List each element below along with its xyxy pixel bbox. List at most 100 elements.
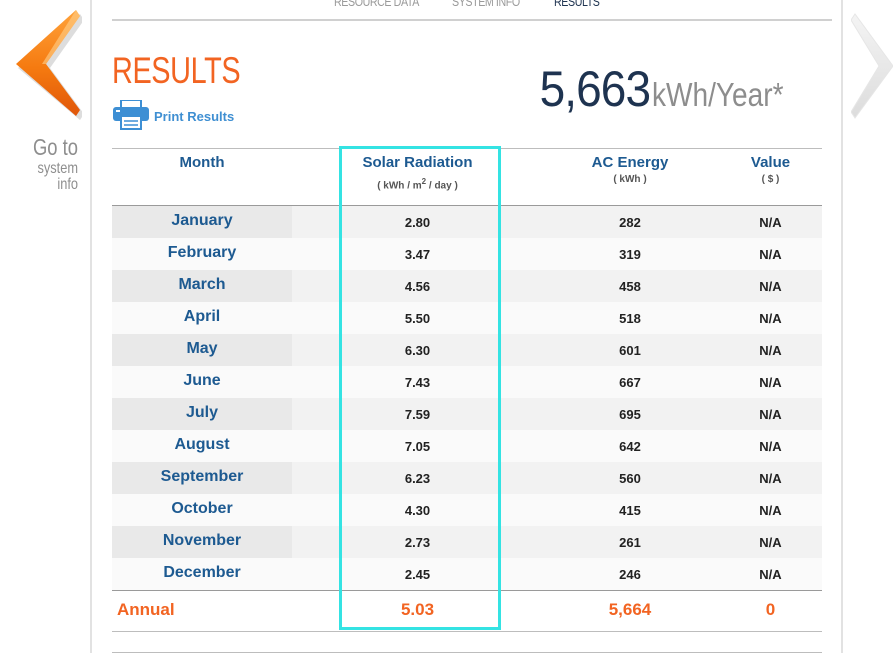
value-unit: ( $ ) bbox=[761, 174, 780, 185]
month-cell: January bbox=[171, 212, 233, 229]
month-cell: October bbox=[171, 500, 233, 517]
ac-energy-cell: 601 bbox=[619, 343, 641, 358]
month-cell: September bbox=[160, 468, 244, 485]
table-row: December 2.45 246 N/A bbox=[112, 558, 822, 590]
go-to-label: Go to bbox=[32, 134, 78, 160]
annual-row: Annual 5.03 5,664 0 bbox=[112, 591, 822, 631]
annual-divider bbox=[112, 590, 822, 591]
top-nav: RESOURCE DATA SYSTEM INFO RESULTS bbox=[112, 0, 832, 14]
value-cell: N/A bbox=[759, 375, 782, 390]
table-row: September 6.23 560 N/A bbox=[112, 462, 822, 494]
top-nav-divider bbox=[112, 19, 832, 21]
month-cell: July bbox=[185, 404, 218, 421]
month-cell: November bbox=[162, 532, 242, 549]
value-cell: N/A bbox=[759, 215, 782, 230]
radiation-cell: 2.45 bbox=[404, 567, 431, 582]
value-cell: N/A bbox=[759, 471, 782, 486]
panel-left-border bbox=[90, 0, 92, 653]
radiation-cell: 4.30 bbox=[404, 503, 431, 518]
month-cell: August bbox=[174, 436, 230, 453]
table-row: March 4.56 458 N/A bbox=[112, 270, 822, 302]
table-row: November 2.73 261 N/A bbox=[112, 526, 822, 558]
table-header-rule bbox=[112, 205, 822, 206]
page-title: RESULTS bbox=[112, 50, 241, 91]
value-cell: N/A bbox=[759, 311, 782, 326]
ac-energy-cell: 415 bbox=[619, 503, 641, 518]
chevron-right-icon bbox=[850, 13, 893, 119]
radiation-cell: 2.73 bbox=[404, 535, 431, 550]
value-header-label: Value bbox=[750, 154, 791, 171]
annual-total: 5,663 kWh/Year* bbox=[530, 60, 807, 118]
tab-system-info[interactable]: SYSTEM INFO bbox=[452, 0, 520, 9]
value-cell: N/A bbox=[759, 407, 782, 422]
ac-energy-cell: 642 bbox=[619, 439, 641, 454]
radiation-cell: 7.05 bbox=[404, 439, 431, 454]
panel-right-border bbox=[841, 0, 843, 653]
next-arrow-button[interactable] bbox=[850, 10, 893, 122]
ac-energy-cell: 246 bbox=[619, 567, 641, 582]
month-cell: June bbox=[183, 372, 221, 389]
ac-energy-unit: ( kWh ) bbox=[613, 174, 647, 185]
ac-energy-cell: 261 bbox=[619, 535, 641, 550]
tab-resource-data[interactable]: RESOURCE DATA bbox=[334, 0, 419, 9]
radiation-cell: 7.59 bbox=[404, 407, 431, 422]
month-cell: March bbox=[178, 276, 226, 293]
system-info-label: system info bbox=[37, 160, 78, 193]
ac-energy-cell: 282 bbox=[619, 215, 641, 230]
ac-energy-cell: 667 bbox=[619, 375, 641, 390]
ac-energy-column-header: AC Energy ( kWh ) bbox=[555, 154, 705, 185]
table-row: October 4.30 415 N/A bbox=[112, 494, 822, 526]
month-cell: May bbox=[186, 340, 218, 357]
radiation-cell: 2.80 bbox=[404, 215, 431, 230]
radiation-cell: 6.23 bbox=[404, 471, 431, 486]
table-row: April 5.50 518 N/A bbox=[112, 302, 822, 334]
radiation-unit: ( kWh / m2 / day ) bbox=[377, 177, 458, 192]
tab-results[interactable]: RESULTS bbox=[554, 0, 600, 9]
chevron-left-icon bbox=[16, 10, 84, 120]
radiation-cell: 3.47 bbox=[404, 247, 431, 262]
table-row: January 2.80 282 N/A bbox=[112, 206, 822, 238]
table-row: May 6.30 601 N/A bbox=[112, 334, 822, 366]
ac-energy-cell: 560 bbox=[619, 471, 641, 486]
radiation-header-label: Solar Radiation bbox=[362, 154, 473, 171]
ac-energy-cell: 319 bbox=[619, 247, 641, 262]
print-results-button[interactable]: Print Results bbox=[112, 100, 234, 130]
value-cell: N/A bbox=[759, 439, 782, 454]
annual-ac-energy: 5,664 bbox=[608, 600, 652, 619]
ac-energy-cell: 458 bbox=[619, 279, 641, 294]
ac-energy-cell: 695 bbox=[619, 407, 641, 422]
month-column-header: Month bbox=[142, 154, 262, 171]
value-cell: N/A bbox=[759, 247, 782, 262]
month-cell: December bbox=[163, 564, 241, 581]
print-results-label: Print Results bbox=[154, 108, 235, 124]
printer-icon bbox=[113, 100, 149, 130]
go-to-system-info-link[interactable]: Go to system info bbox=[0, 136, 78, 193]
annual-total-value: 5,663 bbox=[539, 61, 650, 117]
prev-arrow-button[interactable] bbox=[16, 8, 84, 120]
table-row: August 7.05 642 N/A bbox=[112, 430, 822, 462]
radiation-cell: 6.30 bbox=[404, 343, 431, 358]
radiation-cell: 5.50 bbox=[404, 311, 431, 326]
annual-total-unit: kWh/Year* bbox=[652, 76, 784, 113]
table-row: July 7.59 695 N/A bbox=[112, 398, 822, 430]
value-cell: N/A bbox=[759, 567, 782, 582]
ac-energy-cell: 518 bbox=[619, 311, 641, 326]
table-body: January 2.80 282 N/A February 3.47 319 N… bbox=[112, 206, 822, 590]
annual-label: Annual bbox=[117, 600, 175, 619]
annual-radiation: 5.03 bbox=[400, 600, 435, 619]
radiation-cell: 4.56 bbox=[404, 279, 431, 294]
month-cell: April bbox=[183, 308, 221, 325]
value-cell: N/A bbox=[759, 535, 782, 550]
table-row: February 3.47 319 N/A bbox=[112, 238, 822, 270]
table-bottom-rule bbox=[112, 631, 822, 632]
month-header-label: Month bbox=[179, 154, 225, 171]
value-cell: N/A bbox=[759, 503, 782, 518]
value-cell: N/A bbox=[759, 279, 782, 294]
annual-value: 0 bbox=[765, 600, 776, 619]
radiation-cell: 7.43 bbox=[404, 375, 431, 390]
value-column-header: Value ( $ ) bbox=[733, 154, 808, 185]
ac-energy-header-label: AC Energy bbox=[591, 154, 669, 171]
value-cell: N/A bbox=[759, 343, 782, 358]
radiation-column-header: Solar Radiation ( kWh / m2 / day ) bbox=[340, 154, 495, 191]
table-row: June 7.43 667 N/A bbox=[112, 366, 822, 398]
